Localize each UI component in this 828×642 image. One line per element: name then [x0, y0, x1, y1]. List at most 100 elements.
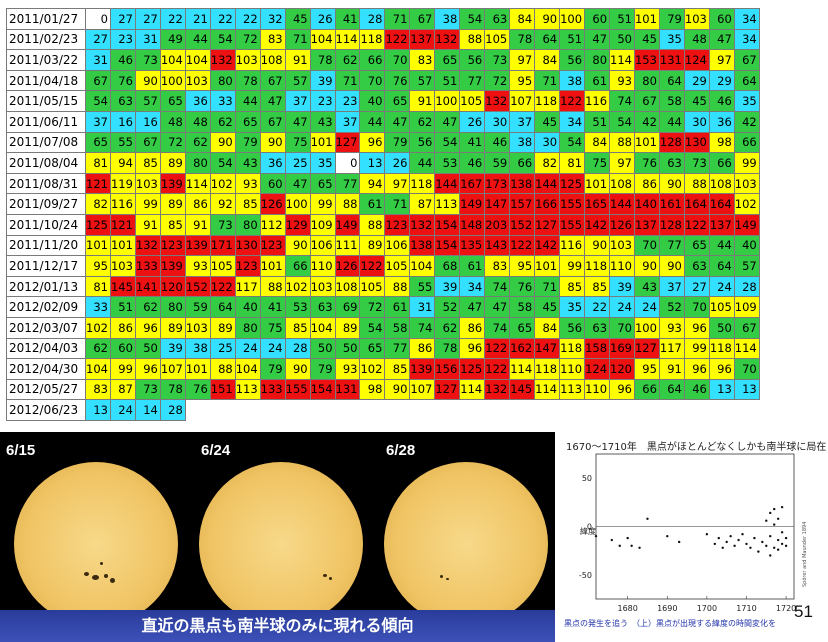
- count-cell: 141: [134, 275, 161, 298]
- count-cell: 25: [284, 152, 311, 174]
- count-cell: 51: [434, 69, 461, 92]
- count-cell: 71: [534, 275, 561, 298]
- count-cell: 104: [309, 316, 336, 339]
- count-cell: 110: [559, 358, 586, 380]
- count-cell: 27: [85, 28, 111, 51]
- count-cell: 137: [633, 213, 660, 236]
- count-cell: 57: [134, 90, 161, 112]
- count-cell: 132: [134, 234, 161, 257]
- count-cell: 92: [209, 193, 236, 215]
- count-cell: 83: [259, 28, 286, 51]
- latitude-scatter-chart: 緯度 Spörer and Maunder 1894 1680 1690 1700 1…: [579, 453, 808, 613]
- count-cell: 145: [509, 378, 536, 401]
- data-point: [733, 544, 736, 548]
- solar-disk: [199, 462, 363, 626]
- count-cell: 104: [184, 49, 211, 71]
- count-cell: 97: [384, 172, 411, 195]
- count-cell: 127: [633, 337, 660, 360]
- count-cell: 88: [259, 275, 286, 298]
- count-cell: 97: [708, 49, 735, 71]
- count-cell: 13: [85, 399, 111, 421]
- empty-cell: [260, 399, 286, 421]
- count-cell: 50: [334, 337, 361, 360]
- count-cell: 93: [658, 316, 685, 339]
- count-cell: 139: [409, 358, 436, 380]
- count-cell: 40: [234, 296, 261, 318]
- count-cell: 60: [708, 8, 735, 30]
- count-cell: 28: [284, 337, 311, 360]
- count-cell: 54: [434, 131, 461, 154]
- count-cell: 47: [259, 90, 286, 112]
- sunspot: [92, 575, 99, 580]
- count-cell: 64: [534, 28, 561, 51]
- empty-cell: [335, 399, 360, 421]
- table-row: 2011/05/15 54 63 57 65 36 33 44 47 37 23 23 40 65 91 10…: [6, 90, 760, 112]
- sunspot: [329, 577, 332, 580]
- count-cell: 85: [234, 193, 261, 215]
- count-cell: 70: [683, 296, 710, 318]
- count-cell: 83: [484, 255, 511, 277]
- empty-cell: [409, 399, 435, 421]
- count-cell: 43: [309, 110, 336, 133]
- count-cell: 124: [683, 49, 710, 71]
- count-cell: 156: [434, 358, 461, 380]
- count-cell: 86: [409, 337, 436, 360]
- data-point: [626, 536, 629, 540]
- count-cell: 96: [134, 316, 161, 339]
- row-date: 2012/01/13: [6, 275, 86, 298]
- data-point: [773, 523, 776, 526]
- count-cell: 26: [459, 110, 486, 133]
- count-cell: 55: [109, 131, 136, 154]
- row-date: 2011/08/04: [6, 152, 86, 174]
- empty-cell: [235, 399, 261, 421]
- count-cell: 67: [85, 69, 111, 92]
- count-cell: 96: [683, 358, 710, 380]
- count-cell: 23: [309, 90, 336, 112]
- count-cell: 90: [134, 69, 161, 92]
- count-cell: 101: [259, 255, 286, 277]
- data-point: [780, 505, 784, 509]
- count-cell: 50: [609, 28, 635, 51]
- table-row: 2011/03/22 31 46 73 104 104 132 103 108 91 78 62 66 7…: [6, 49, 760, 71]
- table-row: 2012/01/13 81 145 141 120 152 122 117 88 102 103 10…: [6, 275, 760, 298]
- count-cell: 79: [658, 8, 685, 30]
- x-tick-label: 1700: [697, 604, 717, 613]
- count-cell: 83: [85, 378, 111, 401]
- count-cell: 158: [584, 337, 611, 360]
- count-cell: 65: [234, 110, 261, 133]
- data-point: [780, 542, 784, 546]
- sun-date-label: 6/24: [201, 442, 231, 459]
- count-cell: 45: [534, 296, 561, 318]
- sunspot: [446, 578, 449, 580]
- paper-figure-panel: 1670〜1710年 黒点がほとんどなくしかも南半球に局在 緯度 Spörer …: [556, 432, 828, 642]
- count-cell: 91: [134, 213, 161, 236]
- count-cell: 106: [384, 234, 411, 257]
- count-cell: 104: [409, 255, 436, 277]
- count-cell: 114: [184, 172, 211, 195]
- count-cell: 24: [234, 337, 261, 360]
- table-row: 2011/10/24 125 121 91 85 91 73 80 112 129 109 149 88…: [6, 213, 760, 236]
- table-row: 2012/02/09 33 51 62 80 59 64 40 41 53 63 69 72 61 31 52…: [6, 296, 760, 318]
- count-cell: 166: [534, 193, 561, 215]
- count-cell: 39: [609, 275, 635, 298]
- count-cell: 74: [409, 316, 436, 339]
- data-point: [713, 542, 716, 546]
- count-cell: 119: [109, 172, 136, 195]
- count-cell: 90: [658, 172, 685, 195]
- count-cell: 76: [184, 378, 211, 401]
- empty-cell: [384, 399, 410, 421]
- count-cell: 100: [434, 90, 461, 112]
- count-cell: 61: [359, 193, 386, 215]
- count-cell: 67: [259, 110, 286, 133]
- data-point: [745, 542, 748, 546]
- count-cell: 60: [109, 337, 136, 360]
- count-cell: 89: [334, 316, 361, 339]
- sun-date-label: 6/28: [386, 442, 416, 459]
- count-cell: 70: [633, 234, 660, 257]
- count-cell: 127: [334, 131, 361, 154]
- count-cell: 39: [434, 275, 461, 298]
- count-cell: 33: [209, 90, 236, 112]
- data-point: [741, 533, 744, 536]
- count-cell: 90: [284, 358, 311, 380]
- count-cell: 133: [134, 255, 161, 277]
